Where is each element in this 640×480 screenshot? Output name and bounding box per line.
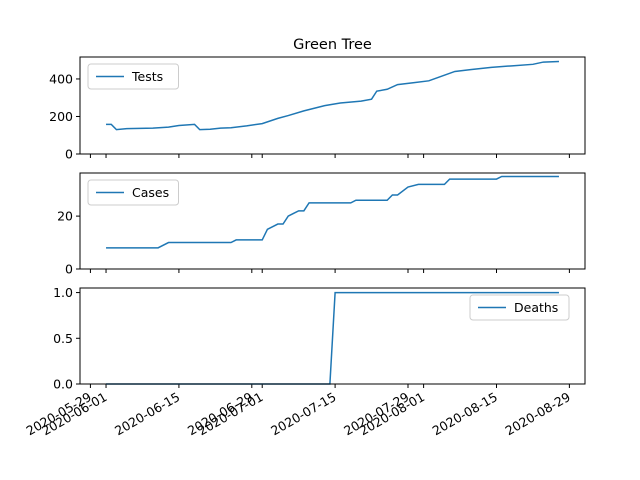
y-tick-label: 0.5 xyxy=(53,331,73,346)
axes-frame xyxy=(79,287,586,385)
x-tick-label: 2020-07-15 xyxy=(268,389,338,438)
data-line xyxy=(106,175,559,249)
y-tick-label: 200 xyxy=(49,109,73,124)
chart-title: Green Tree xyxy=(293,37,372,53)
y-tick-label: 0 xyxy=(65,147,73,162)
legend-label: Tests xyxy=(131,69,163,84)
data-line xyxy=(106,60,559,131)
y-tick-label: 400 xyxy=(49,71,73,86)
y-tick-label: 0.0 xyxy=(53,377,73,392)
x-tick-label: 2020-08-29 xyxy=(502,389,572,438)
axes-frame xyxy=(79,172,586,270)
x-tick-label: 2020-06-15 xyxy=(112,389,182,438)
x-tick-label: 2020-08-15 xyxy=(430,389,500,438)
axes-frame xyxy=(79,56,586,155)
legend-box xyxy=(469,294,570,321)
y-tick-label: 1.0 xyxy=(53,285,73,300)
legend-box xyxy=(87,179,179,206)
legend-box xyxy=(87,63,179,90)
legend-label: Cases xyxy=(132,185,169,200)
legend-label: Deaths xyxy=(514,300,558,315)
y-tick-label: 0 xyxy=(65,262,73,277)
y-tick-label: 20 xyxy=(57,209,73,224)
